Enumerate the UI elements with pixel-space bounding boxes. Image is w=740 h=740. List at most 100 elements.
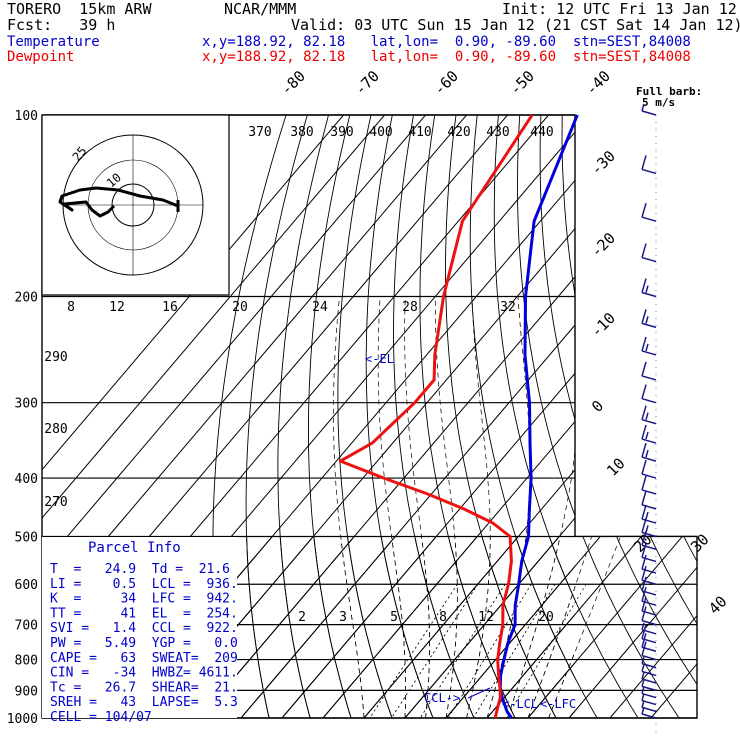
isotherm-line (651, 115, 740, 718)
wind-barb-half-flag (645, 343, 649, 352)
dry-adiabat-line (313, 537, 352, 718)
wind-barb-staff (641, 397, 657, 404)
ccl-pointer (467, 687, 491, 699)
dry-adiabat-line (732, 115, 740, 718)
moist-adiabat-line (486, 296, 531, 718)
moist-adiabat-line (527, 585, 575, 718)
isotherm-label: -20 (587, 229, 619, 261)
dry-adiabat-line (448, 537, 516, 718)
mixing-ratio-label: 8 (439, 610, 447, 625)
mixing-ratio-line (447, 584, 532, 718)
wind-barb (641, 278, 657, 298)
wind-barb-staff (641, 489, 657, 495)
parcel-info-row: PW = 5.49 YGP = 0.0 (50, 636, 238, 651)
parcel-info-row: SREH = 43 LAPSE= 5.3 (50, 695, 238, 710)
parcel-info-row: CAPE = 63 SWEAT= 209 (50, 651, 238, 666)
wind-barb (641, 706, 657, 719)
hodograph-scale-label: 32 (500, 300, 516, 315)
wind-barb (641, 405, 657, 425)
mixing-ratio-label: 5 (390, 610, 398, 625)
wind-barb-flag (641, 518, 647, 533)
init-time: Init: 12 UTC Fri 13 Jan 12 (502, 0, 737, 18)
wind-barb (641, 424, 657, 444)
parcel-info-row: LI = 0.5 LCL = 936. (50, 577, 238, 592)
isotherm-label: 30 (687, 530, 713, 556)
parcel-info-row: TT = 41 EL = 254. (50, 606, 238, 621)
isotherm-line (568, 710, 575, 718)
wind-barb (641, 336, 657, 356)
wind-barb-flag (641, 361, 647, 377)
wind-barb (641, 531, 657, 550)
isotherm-line (363, 468, 575, 718)
annotation-label: CCL-> (424, 691, 460, 705)
wind-barb-flag (641, 155, 647, 170)
isotherm-line (158, 537, 314, 718)
wind-barb-staff (641, 531, 657, 538)
dry-adiabat-line (393, 115, 475, 718)
dry-adiabat-line (582, 537, 680, 718)
wind-barb-half-flag (645, 511, 649, 520)
isotherm-label: -60 (430, 67, 462, 99)
isotherm-line (404, 537, 560, 718)
moist-adiabat-line (421, 537, 430, 718)
wind-barb-staff (641, 518, 657, 524)
dry-adiabat-line (380, 537, 434, 718)
theta-label: 410 (408, 125, 431, 140)
isotherm-label: -50 (506, 67, 538, 99)
wind-barb-staff (641, 418, 657, 425)
moist-adiabat-line (434, 296, 458, 718)
wind-barb-flag (641, 606, 647, 621)
wind-barb-flag (641, 405, 647, 420)
hodograph-trace (58, 186, 180, 218)
hodograph-scale-label: 28 (402, 300, 418, 315)
pressure-label: 800 (15, 654, 38, 669)
wind-barb (641, 361, 657, 381)
isotherm-line (445, 537, 601, 718)
isotherm-line (610, 115, 740, 718)
wind-barb-staff (641, 456, 657, 462)
isotherm-line (281, 372, 575, 718)
wind-barb-staff (641, 438, 657, 444)
theta-label: 420 (447, 125, 470, 140)
isotherm-line (240, 324, 575, 718)
wind-barb-flag (641, 424, 647, 440)
mixing-ratio-label: 20 (538, 610, 554, 625)
wind-barb-flag (641, 384, 647, 399)
wind-barb-flag (641, 459, 647, 475)
isotherm-label: -70 (351, 67, 383, 99)
wind-barb-half-flag (641, 671, 645, 680)
wind-barb-staff (641, 713, 657, 719)
wind-barb-flag (641, 586, 647, 602)
dewpoint-legend: Dewpoint (7, 49, 75, 65)
dry-adiabat-line (711, 115, 740, 718)
dry-adiabat-line (246, 537, 270, 718)
isotherm-line (322, 537, 478, 718)
dry-adiabat-line (277, 115, 329, 718)
wind-barb-half-flag (641, 656, 645, 664)
wind-barb-staff (641, 544, 657, 550)
wind-barb (641, 475, 657, 495)
wind-barb-half-flag (641, 693, 645, 701)
wind-barb (641, 504, 657, 524)
mixing-ratio-line (472, 584, 556, 718)
isotherm-label: -30 (587, 147, 619, 179)
parcel-info-row: Tc = 26.7 SHEAR= 21. (50, 680, 238, 695)
wind-barb-flag (641, 309, 647, 324)
wind-barb (641, 103, 657, 116)
moist-adiabat-line (527, 537, 592, 718)
isotherm-line (42, 115, 385, 519)
wind-barb-flag (641, 504, 647, 520)
wind-barb-staff (641, 556, 657, 563)
wind-barb-staff (641, 291, 657, 298)
dry-adiabat-line (668, 115, 740, 718)
theta-label: 390 (330, 125, 353, 140)
dry-adiabat-line (549, 537, 639, 718)
wind-barb-half-flag (641, 706, 645, 715)
isotherm-line (240, 537, 396, 718)
wind-barb (641, 664, 657, 677)
wind-barb-flag (641, 442, 647, 458)
hodograph-scale-label: 20 (232, 300, 248, 315)
wind-barb-staff (641, 322, 657, 329)
isotherm-label: 10 (603, 454, 629, 480)
parcel-info-row: CELL = 104/07 (50, 710, 152, 725)
